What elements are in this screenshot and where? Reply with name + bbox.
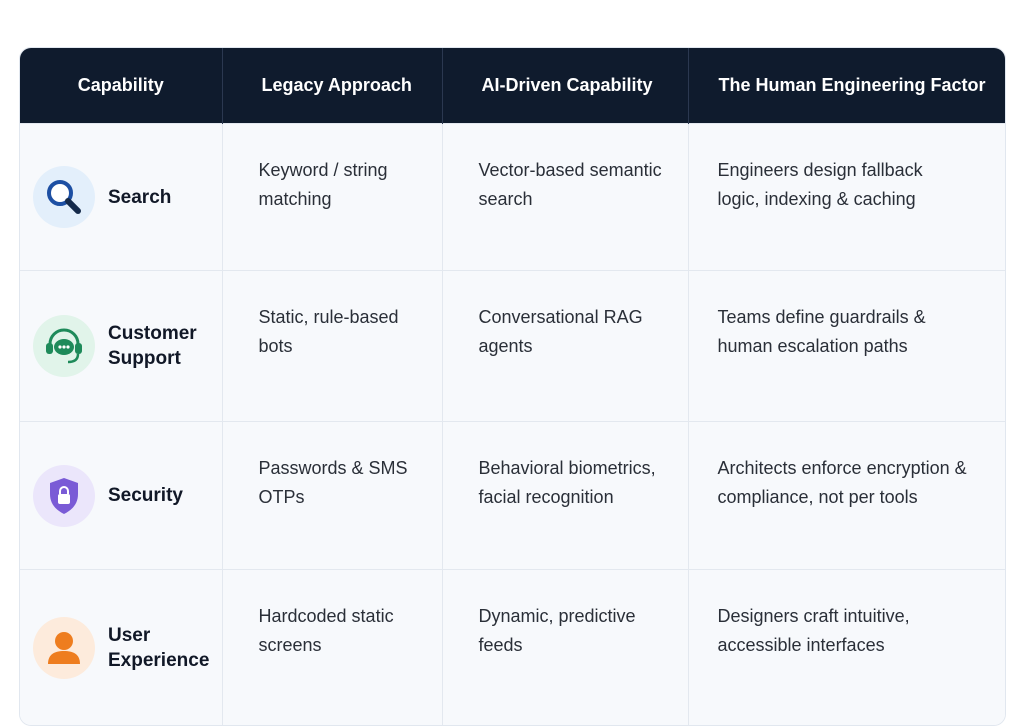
search-icon [33, 166, 95, 228]
header-cell: Legacy Approach [222, 48, 443, 124]
cell-text: Hardcoded static screens [258, 606, 394, 655]
header-cell: AI-Driven Capability [442, 48, 689, 124]
cell: Designers craft intuitive, accessible in… [688, 569, 1005, 725]
support-icon [33, 315, 95, 377]
cell: Hardcoded static screens [222, 569, 443, 725]
cell-text: Architects enforce encryption & complian… [717, 458, 967, 507]
capability-cell: User Experience [20, 569, 223, 725]
cell: Dynamic, predictive feeds [442, 569, 689, 725]
row: Customer Support Static, rule-based bots… [20, 270, 1005, 422]
capability-cell: Search [20, 123, 223, 271]
cell: Static, rule-based bots [222, 270, 443, 422]
cell-text: Dynamic, predictive feeds [478, 606, 636, 655]
cell-text: Static, rule-based bots [258, 307, 399, 356]
header-text: AI-Driven Capability [481, 75, 653, 95]
capability-name: Search [108, 186, 172, 208]
comparison-table: Capability Legacy Approach AI-Driven Cap… [19, 47, 1006, 726]
cell: Vector-based semantic search [442, 123, 689, 271]
cell: Passwords & SMS OTPs [222, 421, 443, 570]
user-icon [33, 616, 95, 679]
cell-text: Vector-based semantic search [478, 160, 662, 209]
cell: Keyword / string matching [222, 123, 443, 271]
cell-text: Teams define guardrails & human escalati… [717, 307, 926, 356]
capability-cell: Security [20, 421, 223, 570]
row: Search Keyword / string matching Vector-… [20, 123, 1005, 271]
cell-text: Behavioral biometrics, facial recognitio… [478, 458, 656, 507]
header-text: Capability [77, 75, 164, 95]
cell: Conversational RAG agents [442, 270, 689, 422]
cell: Teams define guardrails & human escalati… [688, 270, 1005, 422]
header-row: Capability Legacy Approach AI-Driven Cap… [20, 48, 1005, 124]
cell-text: Conversational RAG agents [478, 307, 643, 356]
capability-name: Security [108, 485, 183, 506]
cell: Engineers design fallback logic, indexin… [688, 123, 1005, 271]
row: Security Passwords & SMS OTPs Behavioral… [20, 421, 1005, 570]
row: User Experience Hardcoded static screens… [20, 569, 1005, 725]
cell: Behavioral biometrics, facial recognitio… [442, 421, 689, 570]
security-icon [33, 464, 95, 527]
header-cell: The Human Engineering Factor [688, 48, 1005, 124]
header-text: Legacy Approach [261, 75, 412, 95]
capability-name: Customer Support [108, 323, 197, 369]
table: Capability Legacy Approach AI-Driven Cap… [20, 48, 1005, 725]
cell-text: Designers craft intuitive, accessible in… [717, 606, 910, 655]
cell-text: Engineers design fallback logic, indexin… [717, 160, 923, 209]
capability-cell: Customer Support [20, 270, 223, 422]
cell-text: Keyword / string matching [258, 160, 388, 209]
capability-name: User Experience [108, 624, 210, 671]
cell-text: Passwords & SMS OTPs [258, 458, 408, 507]
cell: Architects enforce encryption & complian… [688, 421, 1005, 570]
header-text: The Human Engineering Factor [718, 75, 986, 95]
header-cell: Capability [20, 48, 223, 124]
page: {"table": { "header": ["Capability", "Le… [19, 47, 1006, 726]
